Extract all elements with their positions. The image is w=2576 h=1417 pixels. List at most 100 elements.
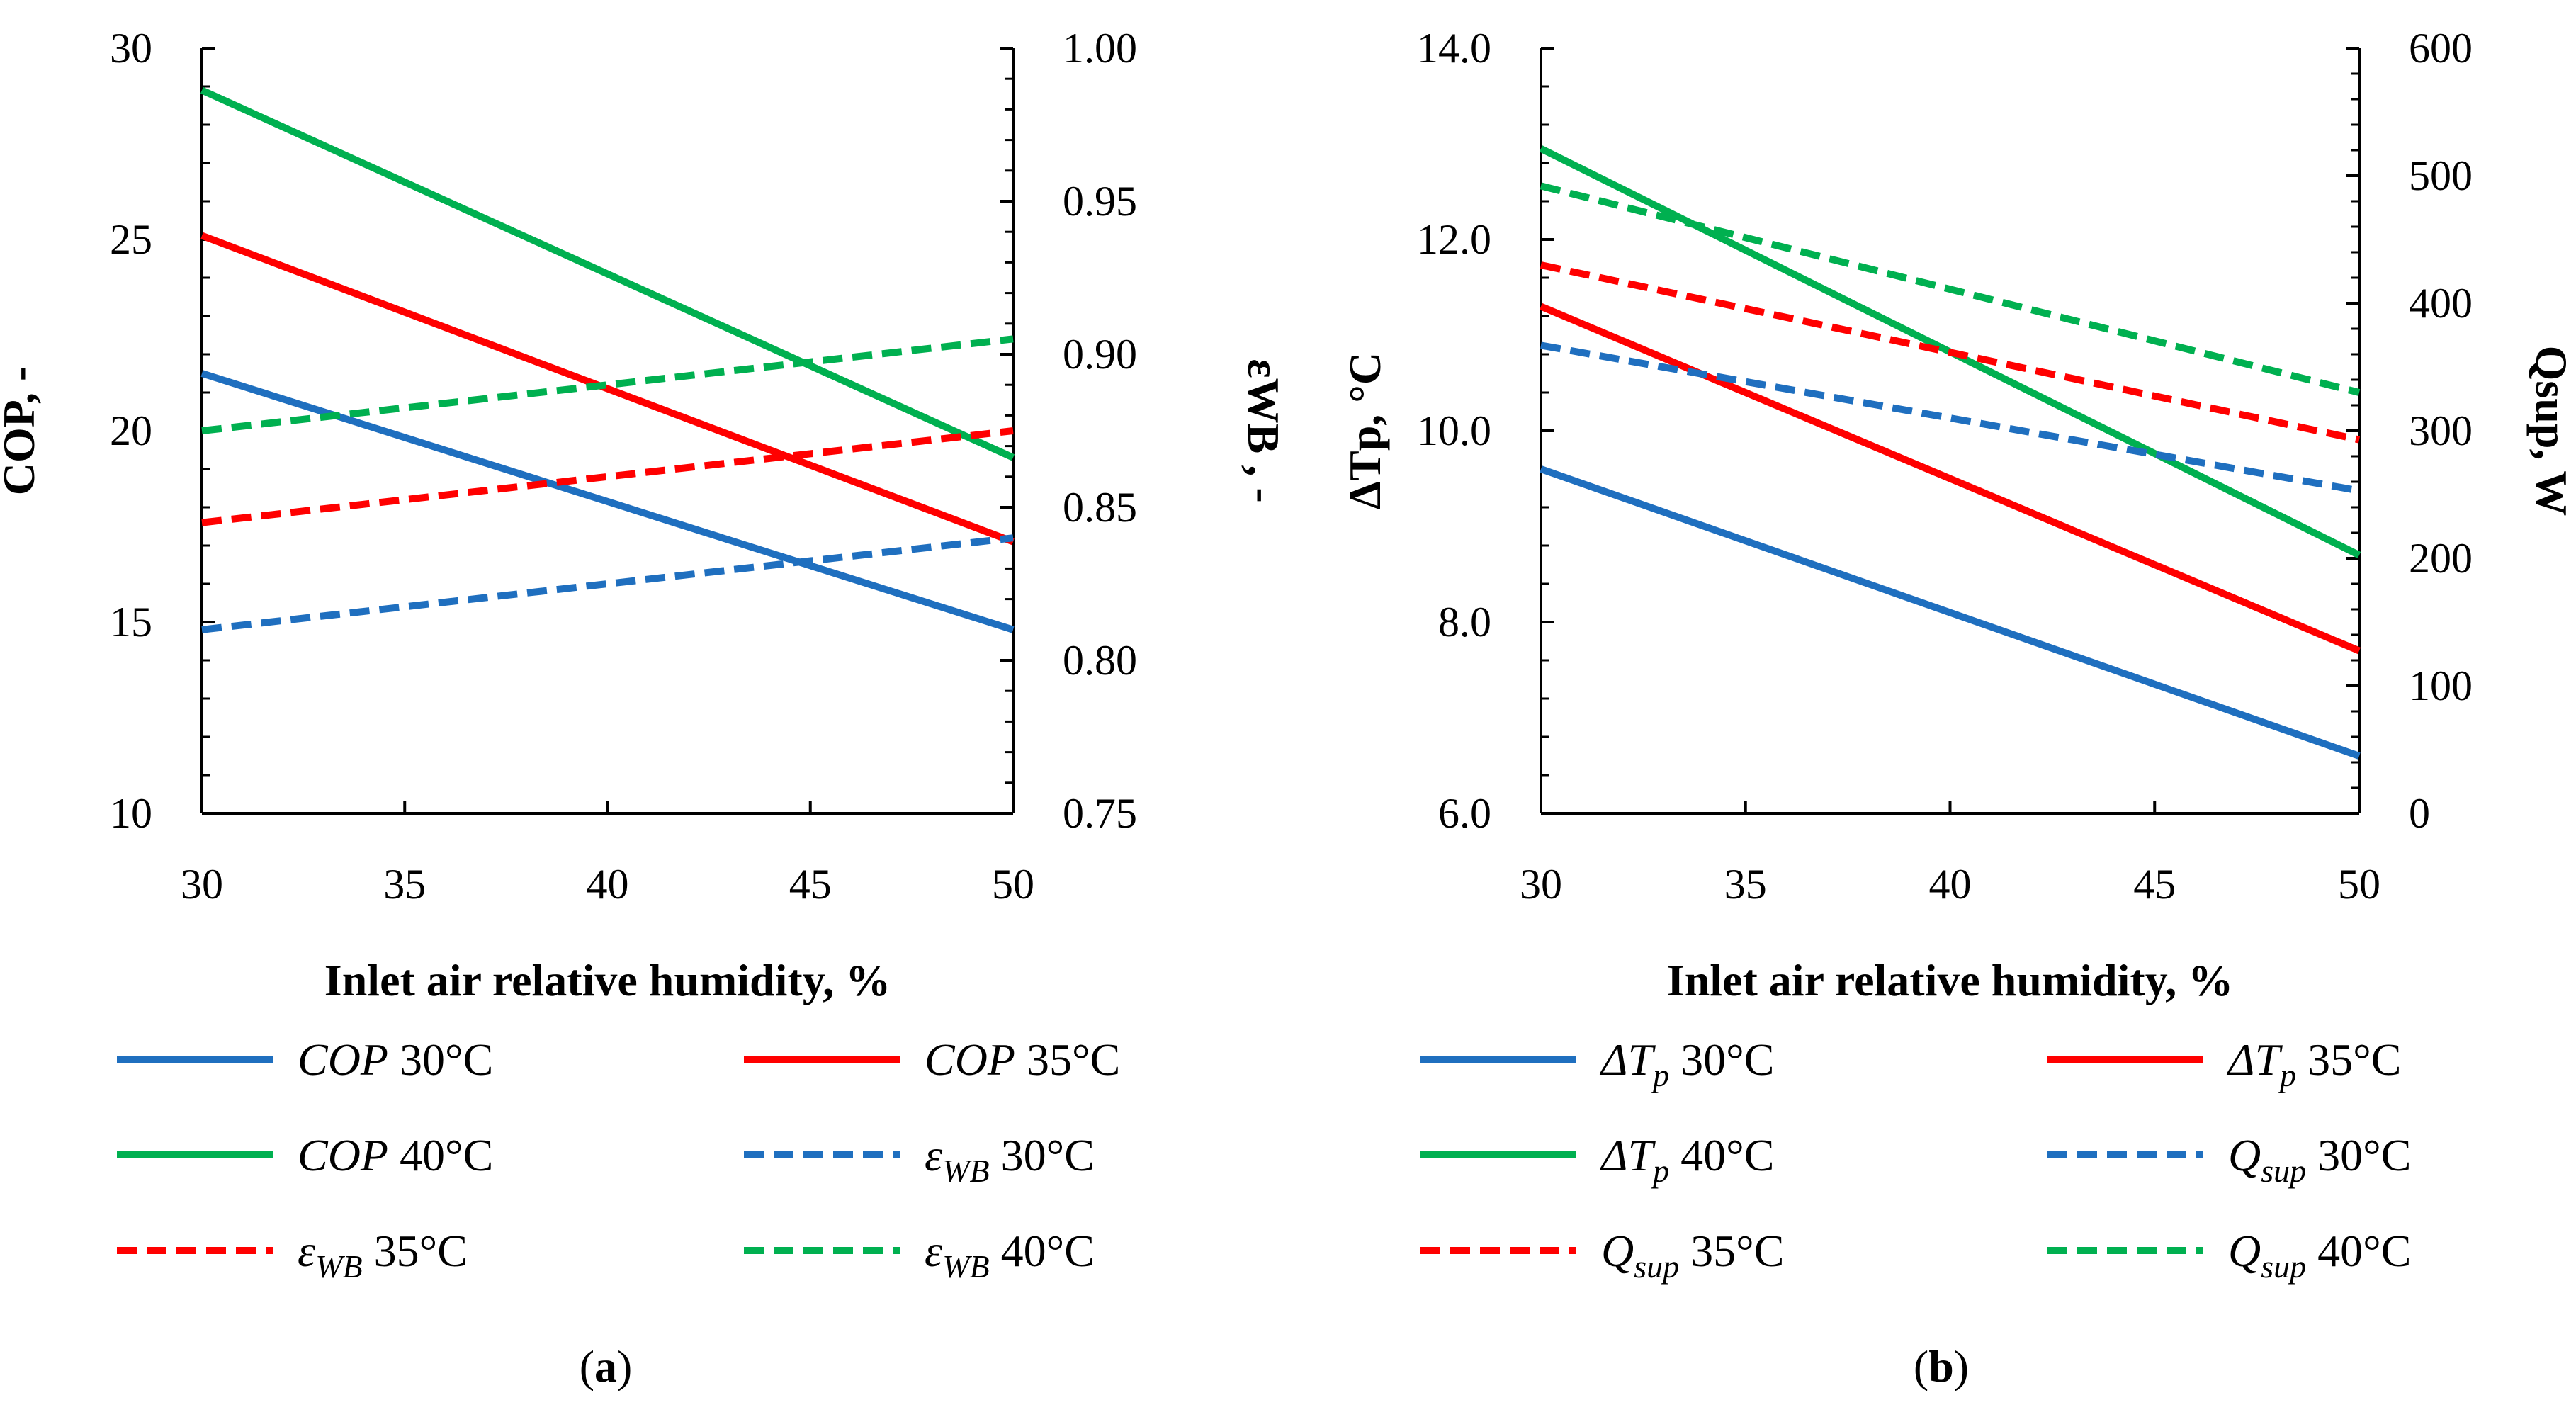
- legend-subscript: WB: [942, 1248, 989, 1285]
- legend-subscript: sup: [2261, 1153, 2306, 1189]
- y-right-axis-title: Qsup, W: [2526, 346, 2576, 516]
- legend-item-cop-40-c: COP 40°C: [117, 1130, 493, 1180]
- x-tick-label: 35: [1724, 861, 1767, 908]
- y-right-tick-label: 0: [2409, 790, 2430, 837]
- legend-label: εWB 30°C: [925, 1130, 1095, 1189]
- x-axis-title: Inlet air relative humidity, %: [1667, 955, 2233, 1005]
- y-right-tick-label: 300: [2409, 407, 2473, 454]
- y-left-tick-label: 10.0: [1417, 407, 1491, 454]
- series-line-cop-30-c: [200, 370, 1015, 633]
- legend-symbol: ε: [298, 1226, 316, 1276]
- y-right-tick-label: 0.90: [1063, 331, 1137, 378]
- legend-item-cop-35-c: COP 35°C: [744, 1034, 1120, 1085]
- legend-label: Qsup 40°C: [2228, 1226, 2411, 1285]
- y-left-tick-label: 15: [110, 599, 152, 645]
- legend-symbol: ε: [925, 1226, 943, 1276]
- y-right-tick-label: 0.80: [1063, 637, 1137, 684]
- legend-temp: 30°C: [2306, 1130, 2411, 1180]
- legend-label: Qsup 30°C: [2228, 1130, 2411, 1189]
- x-tick-label: 50: [2338, 861, 2380, 908]
- legend-subscript: sup: [2261, 1248, 2306, 1285]
- x-tick-label: 30: [1520, 861, 1562, 908]
- legend-temp: 40°C: [2306, 1226, 2411, 1276]
- legend-temp: 30°C: [1669, 1034, 1774, 1085]
- legend-symbol: ε: [925, 1130, 943, 1180]
- series-line-wb-40-c: [201, 335, 1014, 434]
- y-left-tick-label: 30: [110, 25, 152, 72]
- legend-subscript: WB: [315, 1248, 362, 1285]
- x-tick-label: 45: [789, 861, 832, 908]
- panel-label: (b): [1914, 1341, 1969, 1391]
- legend-item-wb-40-c: εWB 40°C: [744, 1226, 1095, 1285]
- y-right-tick-label: 1.00: [1063, 25, 1137, 72]
- y-right-tick-label: 100: [2409, 662, 2473, 709]
- series-line-cop-35-c: [200, 232, 1015, 546]
- x-tick-label: 50: [992, 861, 1034, 908]
- y-right-tick-label: 0.85: [1063, 484, 1137, 531]
- x-tick-label: 35: [383, 861, 426, 908]
- series-line-qsup-30-c: [1540, 341, 2360, 495]
- y-left-axis-title: ΔTp, °C: [1340, 352, 1390, 509]
- chart-panel-a: 30 35 40 45 50 10 15 20 25 30 0.75 0.80 0.85 0.90 0.95…: [0, 25, 1289, 1391]
- series-line-wb-35-c: [201, 427, 1014, 526]
- legend-item-wb-35-c: εWB 35°C: [117, 1226, 468, 1285]
- legend-label: ΔTp 35°C: [2226, 1034, 2401, 1093]
- y-left-tick-label: 10: [110, 790, 152, 837]
- y-right-axis-title: εWB , -: [1238, 359, 1289, 502]
- legend-temp: 30°C: [388, 1034, 493, 1085]
- legend-label: Qsup 35°C: [1601, 1226, 1784, 1285]
- legend-item-qsup-30-c: Qsup 30°C: [2047, 1130, 2411, 1189]
- y-left-tick-label: 25: [110, 216, 152, 263]
- y-left-tick-label: 20: [110, 407, 152, 454]
- series-line-tp-30-c: [1540, 465, 2361, 760]
- legend-label: ΔTp 40°C: [1599, 1130, 1774, 1189]
- y-left-axis-title: COP, -: [0, 366, 44, 496]
- y-right-tick-label: 500: [2409, 152, 2473, 199]
- legend-subscript: sup: [1634, 1248, 1679, 1285]
- legend-temp: 40°C: [388, 1130, 493, 1180]
- legend-symbol: COP: [298, 1130, 388, 1180]
- x-axis-title: Inlet air relative humidity, %: [324, 955, 891, 1005]
- legend-temp: 30°C: [990, 1130, 1095, 1180]
- legend-symbol: Q: [2228, 1226, 2261, 1276]
- legend-symbol: COP: [925, 1034, 1015, 1085]
- chart-panel-b: 30 35 40 45 50 6.0 8.0 10.0 12.0 14.0 0 100 200 300 40…: [1340, 25, 2576, 1391]
- legend-symbol: Q: [2228, 1130, 2261, 1180]
- y-right-tick-label: 200: [2409, 535, 2473, 582]
- x-tick-label: 45: [2133, 861, 2176, 908]
- legend-symbol: ΔT: [1599, 1130, 1656, 1180]
- legend-subscript: p: [1651, 1057, 1669, 1093]
- y-right-tick-label: 600: [2409, 25, 2473, 72]
- legend-temp: 35°C: [1015, 1034, 1120, 1085]
- legend-symbol: COP: [298, 1034, 388, 1085]
- legend-item-tp-30-c: ΔTp 30°C: [1420, 1034, 1774, 1093]
- legend-item-wb-30-c: εWB 30°C: [744, 1130, 1095, 1189]
- legend-temp: 40°C: [990, 1226, 1095, 1276]
- y-left-tick-label: 14.0: [1417, 25, 1491, 72]
- legend-label: εWB 40°C: [925, 1226, 1095, 1285]
- legend-label: εWB 35°C: [298, 1226, 468, 1285]
- legend-subscript: WB: [942, 1153, 989, 1189]
- legend-temp: 35°C: [2296, 1034, 2401, 1085]
- x-tick-label: 40: [1929, 861, 1972, 908]
- series-line-qsup-35-c: [1540, 261, 2361, 444]
- legend-label: COP 35°C: [925, 1034, 1120, 1085]
- legend-item-cop-30-c: COP 30°C: [117, 1034, 493, 1085]
- legend-item-qsup-35-c: Qsup 35°C: [1420, 1226, 1784, 1285]
- legend-symbol: ΔT: [2226, 1034, 2283, 1085]
- series-line-qsup-40-c: [1540, 182, 2361, 396]
- y-right-tick-label: 400: [2409, 280, 2473, 327]
- series-line-tp-35-c: [1540, 303, 2361, 655]
- panel-label: (a): [580, 1341, 633, 1391]
- y-right-tick-label: 0.95: [1063, 178, 1137, 225]
- y-left-tick-label: 8.0: [1438, 599, 1491, 645]
- y-left-tick-label: 6.0: [1438, 790, 1491, 837]
- legend-symbol: ΔT: [1599, 1034, 1656, 1085]
- y-right-tick-label: 0.75: [1063, 790, 1137, 837]
- legend-label: COP 40°C: [298, 1130, 493, 1180]
- y-left-tick-label: 12.0: [1417, 216, 1491, 263]
- x-tick-label: 40: [587, 861, 629, 908]
- legend-temp: 40°C: [1669, 1130, 1774, 1180]
- x-tick-label: 30: [181, 861, 223, 908]
- legend-subscript: p: [1651, 1153, 1669, 1189]
